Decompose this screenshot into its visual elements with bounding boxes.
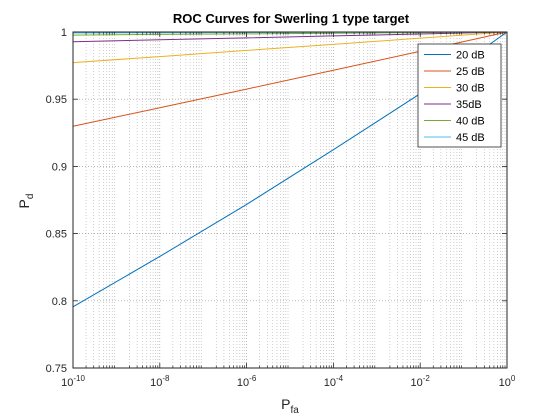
x-tick-label: 10-6 — [237, 374, 257, 389]
legend-entry-label: 25 dB — [456, 66, 485, 78]
y-axis-label-subscript: d — [25, 194, 36, 200]
legend-entry-label: 20 dB — [456, 50, 485, 62]
y-axis-label-base: P — [16, 199, 32, 208]
y-tick-label: 0.75 — [46, 363, 67, 375]
y-tick-label: 0.95 — [46, 94, 67, 106]
x-axis-label: Pfa — [281, 396, 299, 416]
x-tick-label-exponent: -2 — [423, 374, 431, 383]
x-tick-label: 10-10 — [61, 374, 85, 389]
x-tick-label: 100 — [499, 374, 516, 389]
legend-entry-label: 35dB — [456, 99, 482, 111]
x-tick-label: 10-8 — [150, 374, 170, 389]
x-tick-label-base: 10 — [499, 377, 511, 389]
chart-title: ROC Curves for Swerling 1 type target — [173, 11, 410, 26]
y-tick-label: 0.85 — [46, 229, 67, 241]
x-tick-label-base: 10 — [61, 377, 73, 389]
x-tick-label: 10-4 — [324, 374, 344, 389]
legend: 20 dB 25 dB 30 dB 35dB 40 dB 45 dB — [418, 44, 501, 147]
x-tick-label-base: 10 — [411, 377, 423, 389]
y-tick-label: 1 — [61, 27, 67, 39]
y-tick-label: 0.9 — [52, 161, 67, 173]
x-tick-label: 10-2 — [411, 374, 431, 389]
x-tick-label-base: 10 — [237, 377, 249, 389]
x-tick-label-exponent: 0 — [511, 374, 516, 383]
x-axis-label-base: P — [281, 396, 290, 412]
y-tick-label: 0.8 — [52, 296, 67, 308]
legend-entry-label: 40 dB — [456, 116, 485, 128]
x-tick-label-exponent: -10 — [73, 374, 85, 383]
x-tick-label-exponent: -8 — [162, 374, 170, 383]
x-tick-label-base: 10 — [324, 377, 336, 389]
x-tick-label-exponent: -4 — [336, 374, 344, 383]
legend-entry-label: 30 dB — [456, 83, 485, 95]
legend-entry-label: 45 dB — [456, 132, 485, 144]
x-tick-label-base: 10 — [150, 377, 162, 389]
x-tick-label-exponent: -6 — [249, 374, 257, 383]
y-axis-label: Pd — [16, 194, 36, 209]
x-axis-label-subscript: fa — [291, 405, 300, 416]
